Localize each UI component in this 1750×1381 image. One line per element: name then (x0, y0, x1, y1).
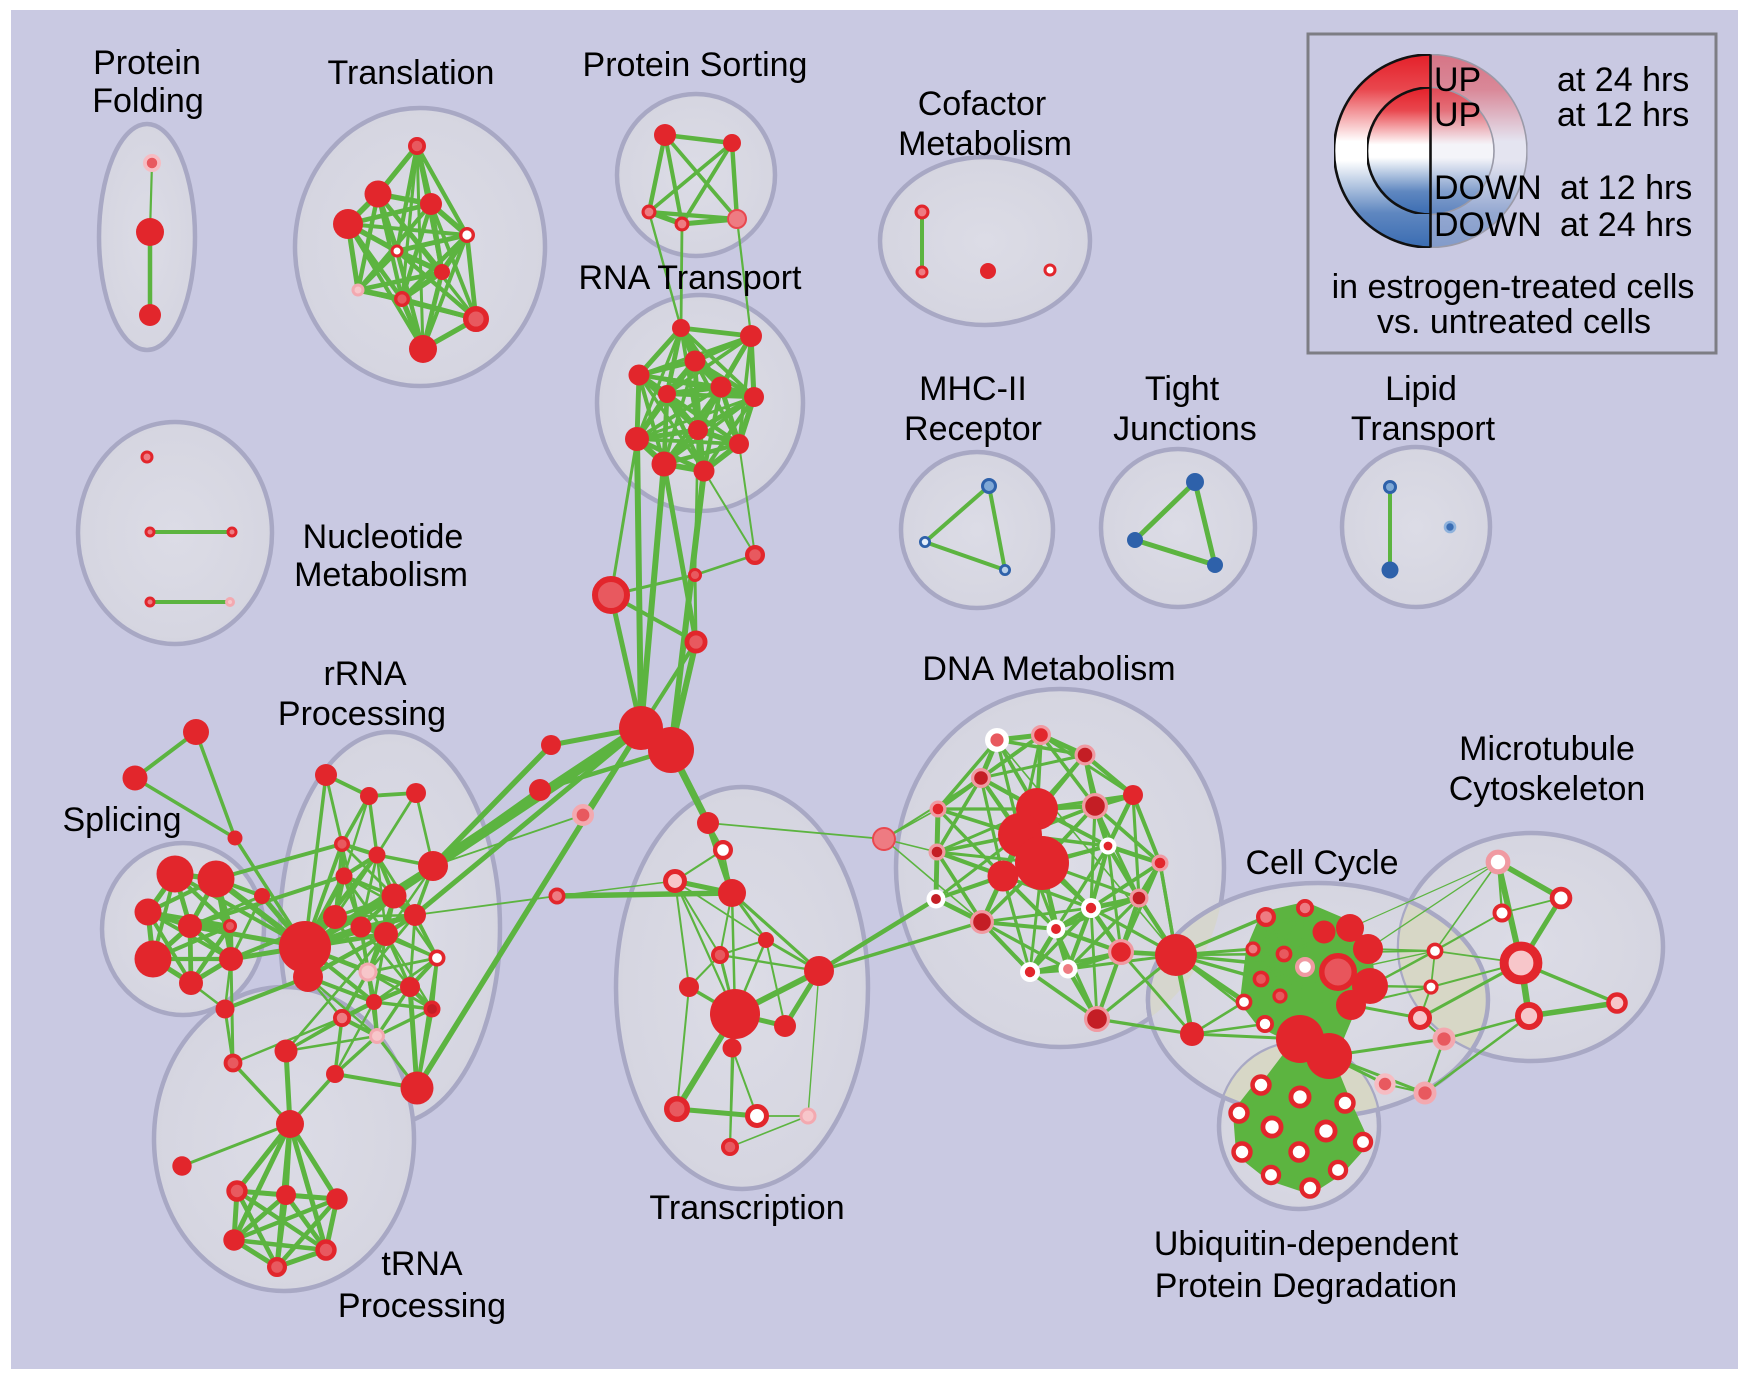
svg-text:DOWN: DOWN (1434, 169, 1542, 207)
svg-text:Protein Sorting: Protein Sorting (583, 46, 808, 84)
svg-text:tRNA: tRNA (381, 1245, 463, 1283)
svg-text:in estrogen-treated cells: in estrogen-treated cells (1332, 268, 1695, 306)
svg-text:Transcription: Transcription (649, 1189, 844, 1227)
svg-text:Processing: Processing (278, 695, 446, 733)
svg-text:Protein: Protein (93, 44, 201, 82)
svg-text:DNA Metabolism: DNA Metabolism (922, 650, 1175, 688)
svg-text:UP: UP (1434, 61, 1481, 99)
svg-text:Metabolism: Metabolism (898, 125, 1072, 163)
svg-text:Folding: Folding (92, 82, 204, 120)
svg-text:Ubiquitin-dependent: Ubiquitin-dependent (1154, 1225, 1459, 1263)
svg-text:UP: UP (1434, 96, 1481, 134)
svg-text:Transport: Transport (1351, 410, 1496, 448)
svg-text:Translation: Translation (328, 54, 495, 92)
svg-text:at 24 hrs: at 24 hrs (1560, 206, 1692, 244)
svg-text:Tight: Tight (1145, 370, 1220, 408)
svg-text:at 12 hrs: at 12 hrs (1557, 96, 1689, 134)
svg-text:Processing: Processing (338, 1287, 506, 1325)
svg-text:Cytoskeleton: Cytoskeleton (1449, 770, 1646, 808)
svg-text:vs. untreated cells: vs. untreated cells (1377, 303, 1651, 341)
svg-text:Cell Cycle: Cell Cycle (1245, 844, 1398, 882)
svg-text:Microtubule: Microtubule (1459, 730, 1635, 768)
svg-text:Protein Degradation: Protein Degradation (1155, 1267, 1457, 1305)
svg-text:RNA Transport: RNA Transport (579, 259, 803, 297)
svg-text:Cofactor: Cofactor (918, 85, 1047, 123)
svg-text:Metabolism: Metabolism (294, 556, 468, 594)
svg-text:Junctions: Junctions (1113, 410, 1257, 448)
svg-text:MHC-II: MHC-II (919, 370, 1027, 408)
svg-text:Splicing: Splicing (62, 801, 181, 839)
svg-text:Nucleotide: Nucleotide (303, 518, 464, 556)
svg-text:Lipid: Lipid (1385, 370, 1457, 408)
svg-text:Receptor: Receptor (904, 410, 1042, 448)
svg-text:at 12 hrs: at 12 hrs (1560, 169, 1692, 207)
svg-text:rRNA: rRNA (323, 655, 406, 693)
svg-text:at 24 hrs: at 24 hrs (1557, 61, 1689, 99)
svg-text:DOWN: DOWN (1434, 206, 1542, 244)
